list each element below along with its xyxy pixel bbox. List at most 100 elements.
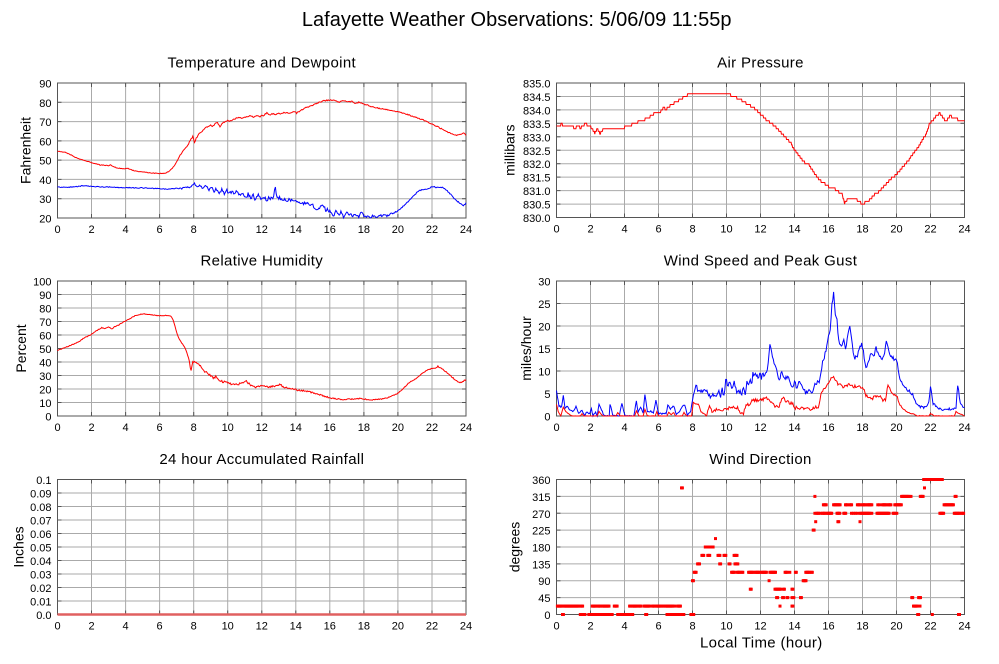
svg-text:20: 20 — [538, 322, 550, 334]
svg-text:60: 60 — [39, 331, 51, 343]
svg-text:18: 18 — [856, 224, 868, 236]
svg-text:0.03: 0.03 — [30, 570, 51, 582]
svg-text:20: 20 — [392, 224, 404, 236]
svg-text:135: 135 — [532, 559, 550, 571]
svg-text:80: 80 — [39, 304, 51, 316]
svg-text:18: 18 — [856, 422, 868, 434]
svg-text:10: 10 — [222, 224, 234, 236]
svg-text:12: 12 — [256, 224, 268, 236]
svg-text:0.09: 0.09 — [30, 489, 51, 501]
svg-text:0.05: 0.05 — [30, 543, 51, 555]
svg-text:Air Pressure: Air Pressure — [717, 55, 804, 72]
svg-text:0: 0 — [553, 224, 559, 236]
svg-text:100: 100 — [33, 277, 51, 289]
svg-text:50: 50 — [39, 344, 51, 356]
svg-text:Fahrenheit: Fahrenheit — [17, 117, 33, 184]
svg-text:20: 20 — [39, 385, 51, 397]
svg-text:20: 20 — [890, 224, 902, 236]
svg-text:315: 315 — [532, 492, 550, 504]
svg-text:0: 0 — [54, 224, 60, 236]
svg-text:270: 270 — [532, 509, 550, 521]
svg-text:14: 14 — [788, 224, 800, 236]
svg-text:12: 12 — [754, 422, 766, 434]
svg-text:20: 20 — [392, 422, 404, 434]
svg-text:22: 22 — [426, 224, 438, 236]
svg-text:25: 25 — [538, 299, 550, 311]
svg-text:14: 14 — [290, 224, 302, 236]
svg-text:40: 40 — [39, 358, 51, 370]
svg-text:4: 4 — [123, 422, 129, 434]
svg-text:14: 14 — [788, 422, 800, 434]
svg-text:10: 10 — [39, 398, 51, 410]
svg-text:0.0: 0.0 — [36, 610, 51, 622]
svg-text:5: 5 — [544, 389, 550, 401]
svg-text:10: 10 — [720, 621, 732, 633]
svg-text:0: 0 — [54, 422, 60, 434]
svg-text:12: 12 — [256, 621, 268, 633]
svg-text:16: 16 — [324, 422, 336, 434]
svg-text:6: 6 — [655, 422, 661, 434]
svg-text:2: 2 — [587, 422, 593, 434]
svg-text:60: 60 — [39, 136, 51, 148]
svg-text:24 hour Accumulated Rainfall: 24 hour Accumulated Rainfall — [159, 451, 364, 468]
svg-text:24: 24 — [460, 422, 472, 434]
svg-text:0.07: 0.07 — [30, 516, 51, 528]
svg-text:Percent: Percent — [13, 324, 29, 372]
svg-text:0.06: 0.06 — [30, 529, 51, 541]
svg-text:millibars: millibars — [502, 125, 518, 176]
svg-text:2: 2 — [88, 621, 94, 633]
svg-text:22: 22 — [924, 621, 936, 633]
svg-text:24: 24 — [958, 621, 970, 633]
svg-text:6: 6 — [157, 422, 163, 434]
svg-text:8: 8 — [191, 621, 197, 633]
svg-text:4: 4 — [621, 224, 627, 236]
svg-text:Wind Speed and Peak Gust: Wind Speed and Peak Gust — [664, 253, 858, 270]
svg-text:0: 0 — [553, 621, 559, 633]
svg-text:18: 18 — [358, 422, 370, 434]
svg-text:831.0: 831.0 — [523, 186, 551, 198]
svg-text:22: 22 — [924, 422, 936, 434]
svg-text:2: 2 — [587, 224, 593, 236]
svg-text:4: 4 — [123, 224, 129, 236]
svg-text:0: 0 — [54, 621, 60, 633]
svg-text:Local Time (hour): Local Time (hour) — [700, 634, 823, 651]
svg-text:832.0: 832.0 — [523, 159, 551, 171]
svg-text:8: 8 — [689, 224, 695, 236]
svg-text:10: 10 — [222, 422, 234, 434]
svg-text:0.08: 0.08 — [30, 502, 51, 514]
svg-text:0.02: 0.02 — [30, 583, 51, 595]
svg-text:10: 10 — [538, 367, 550, 379]
svg-text:0: 0 — [544, 610, 550, 622]
svg-text:Wind Direction: Wind Direction — [709, 451, 811, 468]
svg-text:0.04: 0.04 — [30, 556, 51, 568]
svg-text:8: 8 — [191, 224, 197, 236]
svg-text:18: 18 — [358, 621, 370, 633]
svg-text:180: 180 — [532, 543, 550, 555]
svg-text:834.0: 834.0 — [523, 105, 551, 117]
svg-text:8: 8 — [191, 422, 197, 434]
svg-text:830.0: 830.0 — [523, 213, 551, 225]
svg-text:15: 15 — [538, 344, 550, 356]
svg-text:14: 14 — [290, 621, 302, 633]
svg-text:360: 360 — [532, 475, 550, 487]
svg-text:80: 80 — [39, 98, 51, 110]
svg-text:50: 50 — [39, 156, 51, 168]
svg-text:90: 90 — [39, 79, 51, 91]
svg-text:30: 30 — [538, 277, 550, 289]
svg-text:12: 12 — [754, 224, 766, 236]
svg-text:14: 14 — [290, 422, 302, 434]
svg-text:8: 8 — [689, 621, 695, 633]
svg-text:833.0: 833.0 — [523, 132, 551, 144]
svg-text:22: 22 — [924, 224, 936, 236]
svg-text:6: 6 — [655, 224, 661, 236]
svg-text:16: 16 — [324, 621, 336, 633]
svg-text:90: 90 — [538, 576, 550, 588]
svg-text:835.0: 835.0 — [523, 79, 551, 91]
svg-text:225: 225 — [532, 526, 550, 538]
svg-text:degrees: degrees — [507, 522, 523, 573]
svg-text:0.1: 0.1 — [36, 475, 51, 487]
svg-text:Lafayette Weather Observations: Lafayette Weather Observations: 5/06/09 … — [302, 9, 732, 31]
svg-text:0.01: 0.01 — [30, 597, 51, 609]
svg-text:6: 6 — [655, 621, 661, 633]
svg-text:20: 20 — [39, 214, 51, 226]
